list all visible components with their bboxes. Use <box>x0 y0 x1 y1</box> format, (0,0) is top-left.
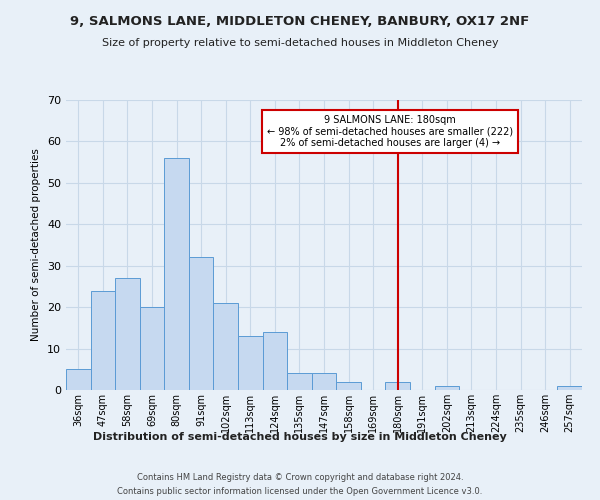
Bar <box>434 386 459 390</box>
Y-axis label: Number of semi-detached properties: Number of semi-detached properties <box>31 148 41 342</box>
Bar <box>263 332 287 390</box>
Bar <box>140 307 164 390</box>
Text: 9 SALMONS LANE: 180sqm
← 98% of semi-detached houses are smaller (222)
2% of sem: 9 SALMONS LANE: 180sqm ← 98% of semi-det… <box>267 114 514 148</box>
Bar <box>312 374 336 390</box>
Text: Contains HM Land Registry data © Crown copyright and database right 2024.: Contains HM Land Registry data © Crown c… <box>137 472 463 482</box>
Bar <box>336 382 361 390</box>
Bar <box>214 303 238 390</box>
Bar <box>164 158 189 390</box>
Bar <box>115 278 140 390</box>
Bar <box>557 386 582 390</box>
Bar <box>287 374 312 390</box>
Bar <box>91 290 115 390</box>
Bar <box>238 336 263 390</box>
Bar <box>189 258 214 390</box>
Bar <box>385 382 410 390</box>
Bar <box>66 370 91 390</box>
Text: Distribution of semi-detached houses by size in Middleton Cheney: Distribution of semi-detached houses by … <box>93 432 507 442</box>
Text: Contains public sector information licensed under the Open Government Licence v3: Contains public sector information licen… <box>118 488 482 496</box>
Text: Size of property relative to semi-detached houses in Middleton Cheney: Size of property relative to semi-detach… <box>101 38 499 48</box>
Text: 9, SALMONS LANE, MIDDLETON CHENEY, BANBURY, OX17 2NF: 9, SALMONS LANE, MIDDLETON CHENEY, BANBU… <box>70 15 530 28</box>
